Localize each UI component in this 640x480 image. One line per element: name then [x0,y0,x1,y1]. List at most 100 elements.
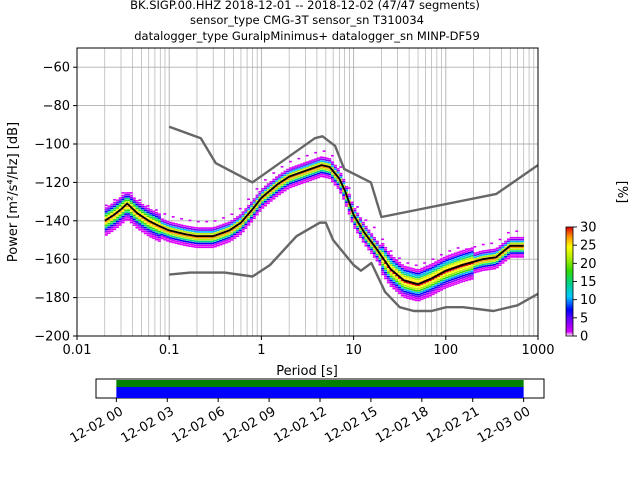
histogram-cell [395,280,399,283]
histogram-cell [470,266,474,269]
histogram-cell [462,270,466,273]
histogram-cell [160,233,164,236]
histogram-cell [467,255,471,258]
histogram-cell [152,214,156,217]
histogram-cell [185,235,189,237]
histogram-cell [202,242,206,245]
histogram-cell [143,230,147,233]
histogram-cell [347,197,351,200]
histogram-cell [196,242,201,245]
histogram-cell [269,180,273,183]
histogram-cell [275,185,279,188]
histogram-cell [275,187,279,190]
histogram-cell [294,174,298,177]
histogram-cell [249,207,254,210]
histogram-cell [152,216,156,218]
histogram-cell [386,270,390,272]
histogram-cell [459,269,463,272]
histogram-cell [107,222,111,225]
histogram-cell [409,269,413,271]
histogram-cell [247,210,251,213]
colorbar-label: [%] [614,181,629,204]
histogram-cell [425,269,430,271]
histogram-cell [442,276,446,278]
histogram-cell [135,213,139,216]
histogram-cell [208,227,212,229]
histogram-cell [107,226,111,229]
histogram-cell [414,268,418,271]
histogram-cell [244,225,248,228]
histogram-cell [487,259,491,261]
histogram-cell [470,247,474,249]
histogram-cell [448,271,452,274]
histogram-cell [473,267,477,270]
histogram-cell [467,276,471,279]
histogram-cell [434,270,438,273]
histogram-cell [115,203,120,205]
histogram-cell [124,194,128,196]
histogram-cell [398,265,402,268]
histogram-cell [199,229,203,231]
histogram-cell [305,174,309,177]
histogram-cell [361,235,365,237]
histogram-cell [171,237,175,240]
histogram-cell [451,253,455,256]
histogram-cell [291,185,295,188]
histogram-cell [481,265,485,268]
histogram-cell [395,261,399,263]
histogram-cell [392,274,396,276]
histogram-cell [202,227,206,229]
histogram-cell [487,260,491,263]
histogram-cell [411,273,416,276]
histogram-cell [157,215,161,217]
histogram-cell [395,263,399,265]
histogram-cell [328,175,332,178]
histogram-cell [417,286,421,288]
histogram-cell [277,187,282,190]
histogram-cell [249,203,254,206]
histogram-cell [453,279,457,282]
histogram-cell [409,292,413,294]
histogram-cell [202,229,206,231]
histogram-cell [381,260,385,262]
histogram-cell [361,221,365,224]
histogram-cell [233,218,237,220]
histogram-cell [118,212,122,215]
histogram-cell [143,209,147,212]
histogram-cell [437,286,441,289]
histogram-cell [222,242,226,245]
histogram-cell [149,232,153,234]
histogram-cell [473,264,477,266]
histogram-cell [353,213,357,216]
histogram-cell [470,276,474,278]
histogram-cell [202,240,206,243]
histogram-cell [484,267,488,269]
histogram-cell [406,293,410,296]
histogram-cell [135,202,139,204]
histogram-cell [437,290,441,293]
histogram-cell [490,258,494,261]
histogram-cell [180,228,184,230]
histogram-cell [423,297,427,299]
histogram-cell [115,214,120,217]
histogram-cell [297,179,301,182]
histogram-cell [115,212,120,215]
histogram-cell [124,209,128,212]
histogram-cell [378,260,382,262]
histogram-cell [199,227,203,229]
histogram-cell [479,252,483,255]
histogram-cell [121,196,125,199]
histogram-cell [180,235,184,238]
title-line-2: sensor_type CMG-3T sensor_sn T310034 [190,13,424,27]
histogram-cell [336,181,340,184]
histogram-cell [272,188,276,190]
histogram-cell [110,220,114,223]
histogram-cell [518,240,522,243]
histogram-cell [289,171,293,173]
histogram-cell [492,250,497,253]
histogram-cell [495,249,499,251]
histogram-cell [266,192,270,195]
histogram-cell [127,199,131,202]
histogram-cell [191,241,195,244]
histogram-cell [459,250,463,253]
